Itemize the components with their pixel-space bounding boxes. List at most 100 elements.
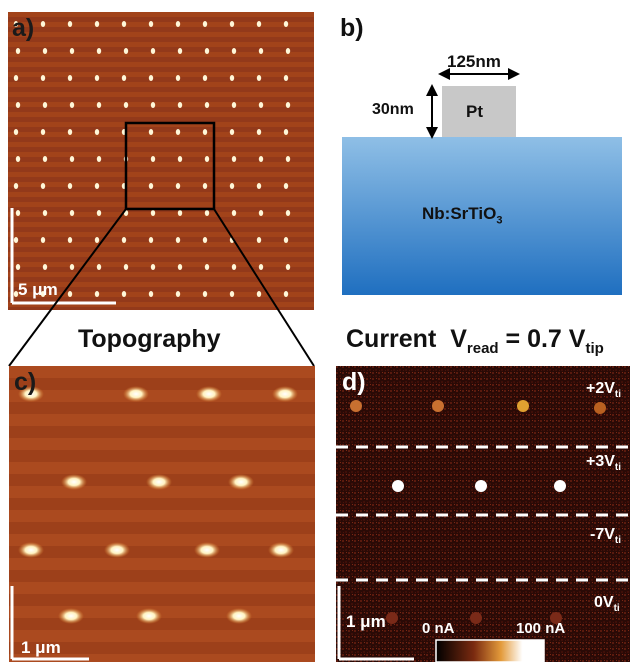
topography-feature: [268, 542, 294, 558]
panel-d-current-map: +2Vti +3Vti -7Vti 0Vti 1 μm 0 nA 100 nA: [336, 366, 630, 662]
panel-d-image: [336, 366, 630, 662]
current-title: Current Vread = 0.7 Vtip: [346, 325, 604, 357]
panel-c-label: c): [14, 368, 37, 396]
surface-dot: [177, 48, 183, 54]
surface-dot: [94, 21, 100, 27]
surface-dot: [175, 21, 181, 27]
surface-dot: [258, 156, 264, 162]
surface-dot: [175, 129, 181, 135]
surface-dot: [204, 102, 210, 108]
panel-d-scale-label: 1 μm: [346, 612, 386, 631]
height-label: 30nm: [372, 101, 414, 118]
surface-dot: [15, 48, 21, 54]
surface-dot: [202, 237, 208, 243]
row-2-voltage-value: +3V: [586, 453, 615, 470]
topography-feature: [146, 474, 172, 490]
surface-dot: [202, 75, 208, 81]
surface-dot: [175, 75, 181, 81]
surface-dot: [229, 129, 235, 135]
surface-dot: [121, 21, 127, 27]
surface-dot: [204, 210, 210, 216]
panel-c-topography-zoom: 1 μm: [9, 366, 315, 662]
colorbar-min-label: 0 nA: [422, 620, 455, 637]
surface-dot: [256, 21, 262, 27]
surface-dot: [13, 129, 19, 135]
surface-dot: [40, 21, 46, 27]
row-4-voltage-sub: ti: [613, 603, 620, 615]
surface-dot: [256, 183, 262, 189]
surface-dot: [148, 183, 154, 189]
surface-dot: [285, 102, 291, 108]
panel-d-spots: [350, 400, 606, 624]
surface-dot: [229, 75, 235, 81]
surface-dot: [204, 156, 210, 162]
surface-dot: [231, 156, 237, 162]
surface-dot: [69, 102, 75, 108]
surface-dot: [123, 102, 129, 108]
surface-dot: [15, 102, 21, 108]
topography-feature: [194, 542, 220, 558]
surface-dot: [67, 129, 73, 135]
row-3-voltage-value: -7V: [590, 526, 615, 543]
surface-dot: [42, 102, 48, 108]
zoom-region-box: [124, 121, 216, 211]
surface-dot: [204, 264, 210, 270]
surface-dot: [177, 102, 183, 108]
surface-dot: [283, 129, 289, 135]
substrate-block: [342, 137, 622, 295]
v-read-symbol: V: [450, 325, 467, 353]
surface-dot: [231, 48, 237, 54]
surface-dot: [148, 291, 154, 297]
topography-feature: [136, 608, 162, 624]
substrate-label: Nb:SrTiO3: [422, 204, 502, 226]
width-label: 125nm: [447, 52, 501, 71]
surface-dot: [150, 264, 156, 270]
current-spot: [432, 400, 444, 412]
current-spot: [554, 480, 566, 492]
surface-dot: [67, 21, 73, 27]
surface-dot: [148, 75, 154, 81]
current-spot: [594, 402, 606, 414]
pt-electrode: [442, 86, 516, 137]
surface-dot: [175, 183, 181, 189]
surface-dot: [94, 75, 100, 81]
surface-dot: [40, 129, 46, 135]
surface-dot: [15, 156, 21, 162]
surface-dot: [13, 183, 19, 189]
surface-dot: [42, 48, 48, 54]
electrode-label: Pt: [466, 102, 483, 121]
surface-dot: [94, 183, 100, 189]
surface-dot: [231, 102, 237, 108]
current-spot: [386, 612, 398, 624]
current-spot: [475, 480, 487, 492]
surface-dot: [177, 210, 183, 216]
surface-dot: [283, 183, 289, 189]
surface-dot: [40, 183, 46, 189]
surface-dot: [150, 48, 156, 54]
surface-dot: [150, 156, 156, 162]
surface-dot: [96, 156, 102, 162]
surface-dot: [202, 291, 208, 297]
substrate-label-main: Nb:SrTiO: [422, 204, 497, 223]
surface-dot: [258, 102, 264, 108]
surface-dot: [121, 75, 127, 81]
surface-dot: [148, 237, 154, 243]
substrate-label-sub: 3: [496, 214, 503, 227]
surface-dot: [285, 48, 291, 54]
surface-dot: [285, 156, 291, 162]
surface-dot: [96, 102, 102, 108]
surface-dot: [42, 156, 48, 162]
surface-dot: [94, 129, 100, 135]
surface-dot: [229, 183, 235, 189]
topography-feature: [104, 542, 130, 558]
panel-b-label: b): [340, 14, 364, 42]
topography-feature: [123, 386, 149, 402]
surface-dot: [229, 21, 235, 27]
surface-dot: [96, 48, 102, 54]
surface-dot: [67, 183, 73, 189]
row-1-voltage-value: +2V: [586, 380, 615, 397]
row-1-voltage: +2Vti: [586, 380, 621, 400]
current-spot: [517, 400, 529, 412]
current-spot: [470, 612, 482, 624]
